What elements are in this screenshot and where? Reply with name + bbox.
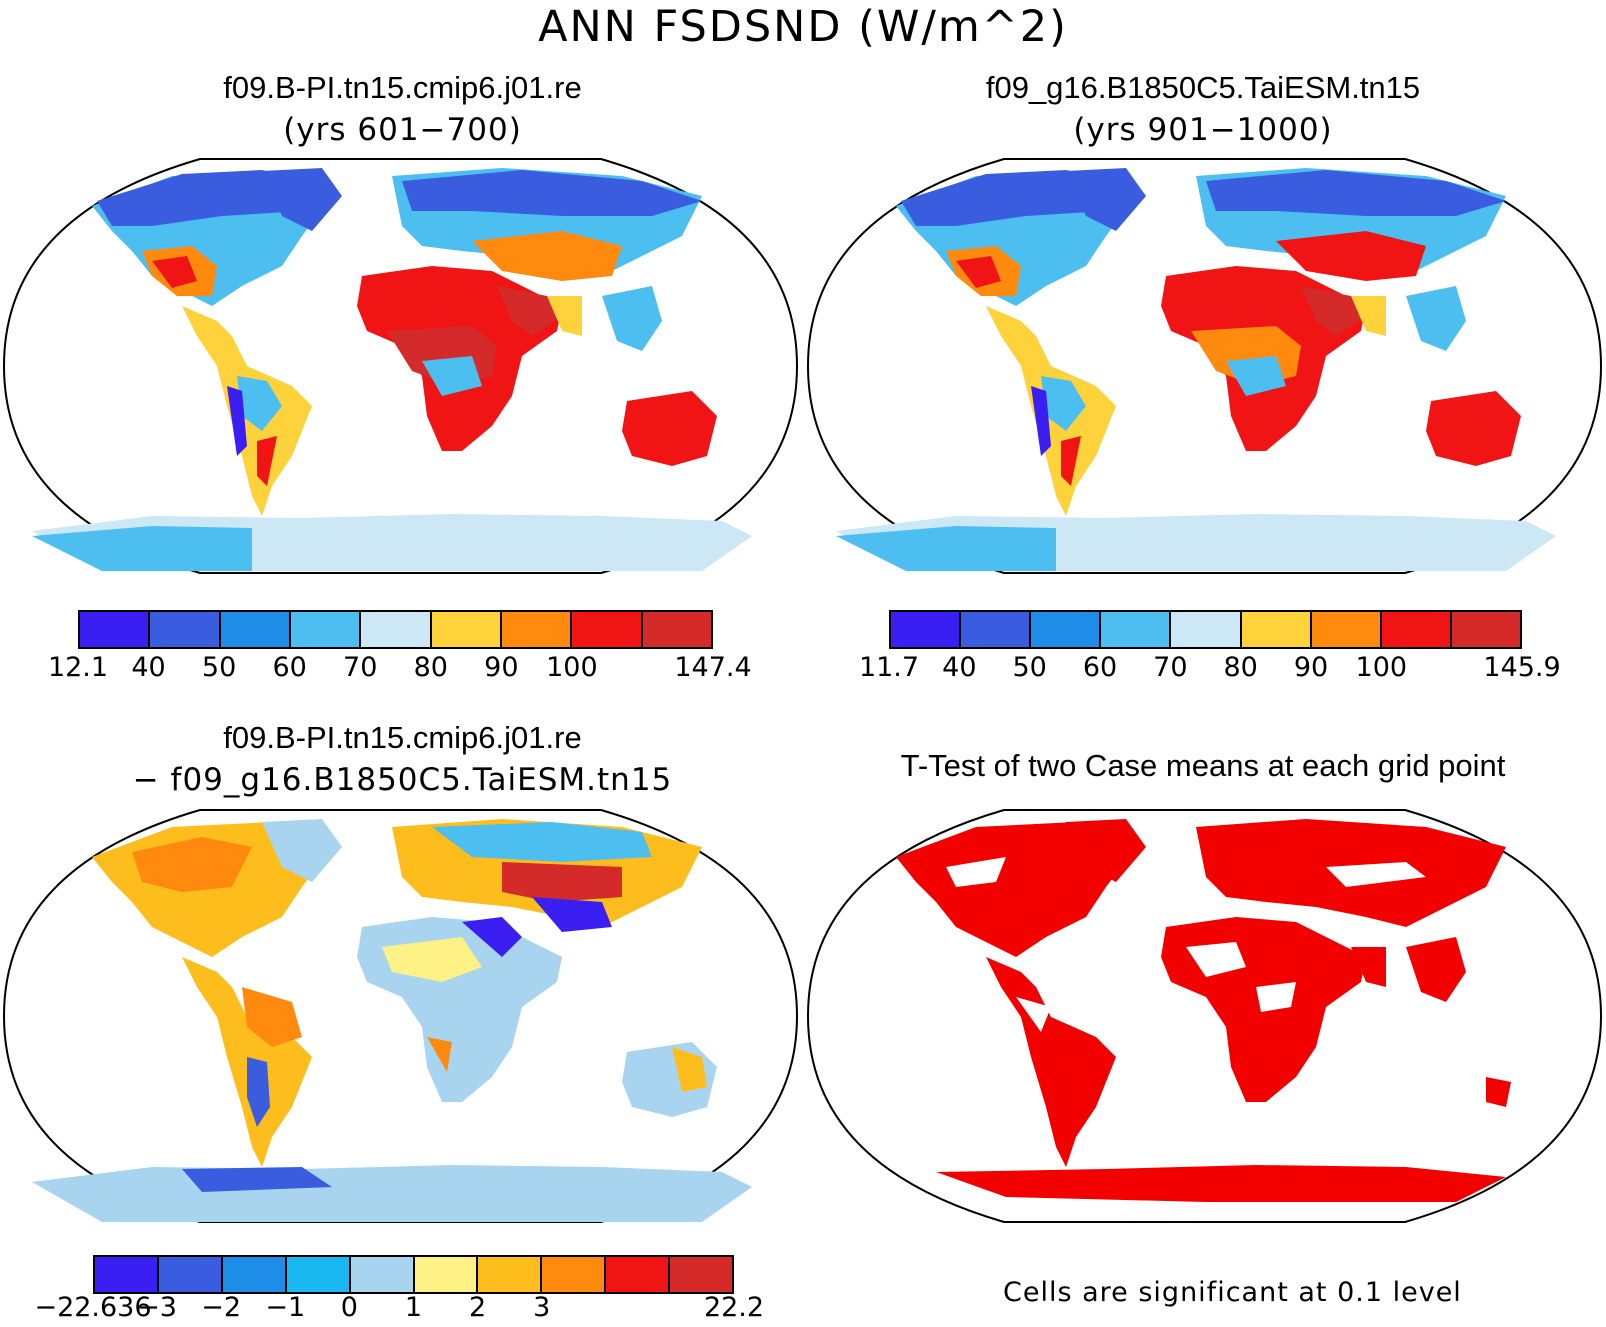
colorbar-tick-label: 70 — [343, 652, 378, 683]
panel1-land — [32, 168, 752, 571]
colorbar-cell — [286, 1257, 351, 1292]
colorbar-tick-label: 147.4 — [674, 652, 752, 683]
colorbar-cell — [158, 1257, 223, 1292]
panel2-land — [836, 168, 1556, 571]
colorbar-tick-label: 2 — [469, 1292, 487, 1323]
panel4-nonsignificant — [946, 857, 1426, 1032]
panel4-note: Cells are significant at 0.1 level — [1003, 1277, 1462, 1308]
colorbar-tick-label: −2 — [201, 1292, 242, 1323]
panel3-land — [32, 819, 752, 1222]
colorbar-tick-label: 145.9 — [1483, 652, 1561, 683]
colorbar-cell — [431, 612, 502, 647]
panel3-colorbar — [93, 1255, 734, 1294]
colorbar-cell — [80, 612, 151, 647]
colorbar-tick-label: −22.636 — [34, 1292, 152, 1323]
panel2-map — [806, 158, 1603, 574]
panel4-map — [806, 809, 1603, 1223]
figure-title: ANN FSDSND (W/m^2) — [538, 2, 1068, 52]
panel3-subtitle: − f09_g16.B1850C5.TaiESM.tn15 — [132, 762, 673, 798]
panel2-title: f09_g16.B1850C5.TaiESM.tn15 — [985, 70, 1421, 105]
colorbar-cell — [95, 1257, 159, 1292]
colorbar-cell — [572, 612, 643, 647]
colorbar-cell — [1311, 612, 1382, 647]
colorbar-tick-label: 90 — [1293, 652, 1329, 683]
colorbar-tick-label: 80 — [1223, 652, 1258, 683]
panel3-title: f09.B-PI.tn15.cmip6.j01.re — [223, 720, 582, 755]
colorbar-tick-label: −3 — [137, 1292, 177, 1323]
panel1-title: f09.B-PI.tn15.cmip6.j01.re — [223, 70, 582, 105]
colorbar-cell — [478, 1257, 543, 1292]
colorbar-cell — [350, 1257, 415, 1292]
colorbar-cell — [220, 612, 291, 647]
colorbar-cell — [1171, 612, 1242, 647]
colorbar-cell — [891, 612, 962, 647]
colorbar-tick-label: 60 — [1082, 652, 1118, 683]
panel3-map — [2, 809, 799, 1223]
colorbar-tick-label: −1 — [265, 1292, 306, 1323]
colorbar-cell — [1241, 612, 1312, 647]
colorbar-cell — [1031, 612, 1102, 647]
colorbar-cell — [642, 612, 711, 647]
panel4-title: T-Test of two Case means at each grid po… — [900, 748, 1506, 783]
colorbar-tick-label: 0 — [340, 1292, 358, 1323]
panel2-subtitle: (yrs 901−1000) — [1073, 112, 1333, 148]
panel1-colorbar — [78, 610, 713, 649]
colorbar-cell — [1101, 612, 1172, 647]
colorbar-cell — [290, 612, 362, 647]
colorbar-tick-label: 12.1 — [47, 652, 109, 683]
colorbar-cell — [670, 1257, 733, 1292]
colorbar-tick-label: 40 — [942, 652, 977, 683]
colorbar-cell — [606, 1257, 671, 1292]
colorbar-tick-label: 1 — [404, 1292, 423, 1323]
colorbar-tick-label: 40 — [131, 652, 166, 683]
colorbar-tick-label: 50 — [1012, 652, 1047, 683]
panel1-map — [2, 158, 799, 574]
colorbar-tick-label: 100 — [1355, 652, 1408, 683]
colorbar-tick-label: 70 — [1153, 652, 1188, 683]
colorbar-tick-label: 60 — [272, 652, 307, 683]
panel2-colorbar — [889, 610, 1522, 649]
colorbar-tick-label: 11.7 — [858, 652, 920, 683]
colorbar-tick-label: 50 — [201, 652, 237, 683]
colorbar-cell — [414, 1257, 479, 1292]
colorbar-tick-label: 90 — [484, 652, 519, 683]
colorbar-cell — [1381, 612, 1452, 647]
colorbar-cell — [222, 1257, 287, 1292]
colorbar-tick-label: 22.2 — [703, 1292, 765, 1323]
colorbar-tick-label: 100 — [546, 652, 598, 683]
colorbar-cell — [501, 612, 573, 647]
colorbar-cell — [961, 612, 1032, 647]
colorbar-cell — [1451, 612, 1520, 647]
colorbar-cell — [361, 612, 432, 647]
colorbar-cell — [150, 612, 221, 647]
colorbar-tick-label: 80 — [413, 652, 448, 683]
panel1-subtitle: (yrs 601−700) — [283, 112, 522, 148]
colorbar-cell — [542, 1257, 607, 1292]
colorbar-tick-label: 3 — [533, 1292, 551, 1323]
